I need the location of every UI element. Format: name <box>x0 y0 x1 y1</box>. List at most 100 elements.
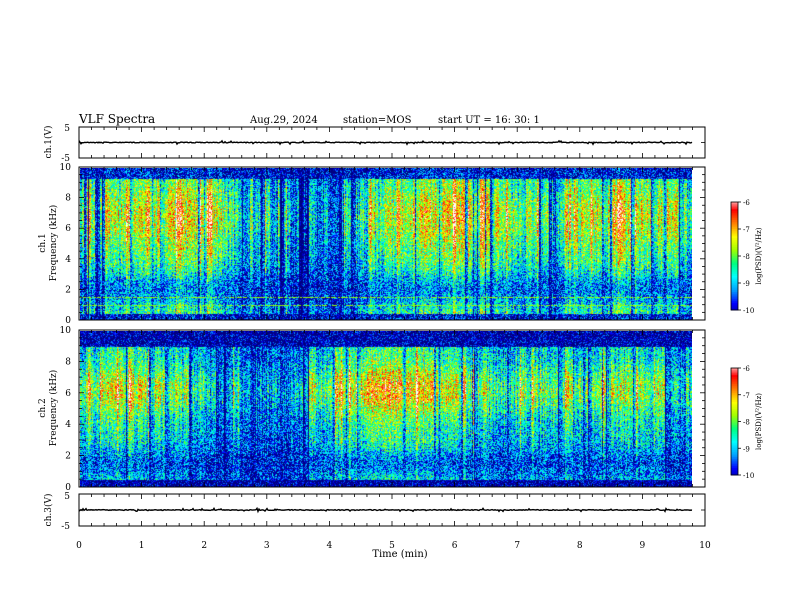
colorbar-swatch <box>731 205 738 208</box>
ch1-waveform-ylabel: ch.1(V) <box>43 126 54 159</box>
colorbar-swatch <box>731 292 738 295</box>
colorbar-swatch <box>731 376 738 380</box>
colorbar-swatch <box>731 277 738 280</box>
colorbar-swatch <box>731 426 738 430</box>
colorbar-swatch <box>731 387 738 390</box>
colorbar-swatch <box>731 265 738 268</box>
colorbar-swatch <box>731 227 738 230</box>
colorbar-swatch <box>731 254 738 257</box>
colorbar-swatch <box>731 446 738 449</box>
waveform-line <box>79 506 693 514</box>
colorbar-swatch <box>731 252 738 255</box>
colorbar-swatch <box>731 288 738 291</box>
colorbar-swatch <box>731 403 738 406</box>
colorbar-swatch <box>731 428 738 431</box>
colorbar-swatch <box>731 232 738 235</box>
x-tick-label: 5 <box>389 541 395 551</box>
colorbar-swatch <box>731 368 738 371</box>
time-axis-ticks: 0 1 2 3 4 5 6 7 8 9 10 <box>76 127 711 551</box>
colorbar-swatch <box>731 421 738 424</box>
colorbar-swatch <box>731 295 738 298</box>
colorbar-swatch <box>731 369 738 373</box>
colorbar-swatch <box>731 304 738 307</box>
colorbar-swatch <box>731 430 738 433</box>
colorbar-swatch <box>731 225 738 228</box>
colorbar-swatch <box>731 223 738 226</box>
colorbar-swatch <box>731 473 738 476</box>
colorbar-swatch <box>731 214 738 217</box>
figure-title: VLF Spectra <box>78 112 155 126</box>
colorbar-swatch <box>731 275 738 279</box>
colorbar-swatch <box>731 451 738 455</box>
colorbar-swatch <box>731 391 738 394</box>
colorbar-swatch <box>731 455 738 458</box>
freq-tick-label: 4 <box>65 255 71 265</box>
ch1-waveform-panel: 5 -5 ch.1(V) <box>43 124 706 164</box>
colorbar-swatch <box>731 230 738 234</box>
x-tick-label: 10 <box>699 541 711 551</box>
colorbar-swatch <box>731 263 738 266</box>
freq-tick-label: 10 <box>60 163 72 173</box>
colorbar-swatch <box>731 432 738 435</box>
colorbar-swatch <box>731 272 738 275</box>
ch1-spectrogram-image-holder <box>80 168 692 320</box>
colorbar-swatch <box>731 375 738 378</box>
colorbar-swatch <box>731 261 738 264</box>
colorbar-tick-label: -8 <box>743 253 750 261</box>
colorbar-swatch <box>731 290 738 293</box>
colorbar-swatch <box>731 212 738 216</box>
station-label: station=MOS <box>343 115 412 126</box>
colorbar-swatch <box>731 462 738 465</box>
colorbar-swatch <box>731 245 738 248</box>
ch1-freq-ticks: 0 2 4 6 8 10 <box>60 163 705 326</box>
colorbar-swatch <box>731 202 738 205</box>
colorbar-swatch <box>731 308 738 311</box>
colorbar-tick-label: -10 <box>743 472 754 480</box>
colorbar-tick-label: -6 <box>743 365 750 373</box>
colorbar-swatch <box>731 284 738 288</box>
ch3-ytick-bottom: -5 <box>61 522 70 532</box>
colorbar-tick-label: -7 <box>743 392 750 400</box>
colorbar-tick-label: -9 <box>743 280 750 288</box>
colorbar-swatch <box>731 301 738 304</box>
colorbar-swatch <box>731 221 738 225</box>
colorbar-swatch <box>731 270 738 273</box>
colorbar-tick-label: -6 <box>743 199 750 207</box>
colorbar-swatch <box>731 423 738 426</box>
ch3-waveform-trace <box>79 493 705 527</box>
colorbar-swatch <box>731 218 738 221</box>
colorbar-swatch <box>731 469 738 472</box>
ch3-ytick-top: 5 <box>64 492 70 502</box>
ch1-ytick-top: 5 <box>64 124 70 134</box>
colorbar-swatch <box>731 400 738 403</box>
colorbar-swatch <box>731 467 738 471</box>
colorbar-swatch <box>731 435 738 439</box>
colorbar-label: log(PSD)(V²/Hz) <box>755 227 763 284</box>
colorbar-swatch <box>731 241 738 244</box>
colorbar-swatch <box>731 394 738 398</box>
ch1-channel-label: ch.1 <box>38 233 48 252</box>
ch1-freq-axis-label: Frequency (kHz) <box>48 205 59 282</box>
freq-tick-label: 6 <box>65 389 71 399</box>
colorbar-swatch <box>731 441 738 444</box>
colorbar-swatch <box>731 266 738 270</box>
colorbar-swatch <box>731 373 738 376</box>
colorbar-swatch <box>731 306 738 309</box>
x-tick-label: 6 <box>452 541 458 551</box>
colorbar-swatch <box>731 382 738 385</box>
ch1-spectrogram-panel: 0 2 4 6 8 10 ch.1 Frequency (kHz) <box>38 163 706 326</box>
freq-tick-label: 8 <box>65 357 71 367</box>
ch3-waveform-panel: 5 -5 ch.3(V) <box>43 492 706 532</box>
freq-tick-label: 6 <box>65 224 71 234</box>
colorbar-swatch <box>731 425 738 428</box>
colorbar-swatch <box>731 385 738 389</box>
x-tick-label: 4 <box>327 541 333 551</box>
colorbar-swatch <box>731 389 738 392</box>
freq-tick-label: 8 <box>65 194 71 204</box>
colorbar-swatch <box>731 444 738 447</box>
colorbar-swatch <box>731 412 738 415</box>
ch1-ytick-bottom: -5 <box>61 154 70 164</box>
colorbar-swatch <box>731 442 738 446</box>
time-axis-label: Time (min) <box>372 549 427 560</box>
